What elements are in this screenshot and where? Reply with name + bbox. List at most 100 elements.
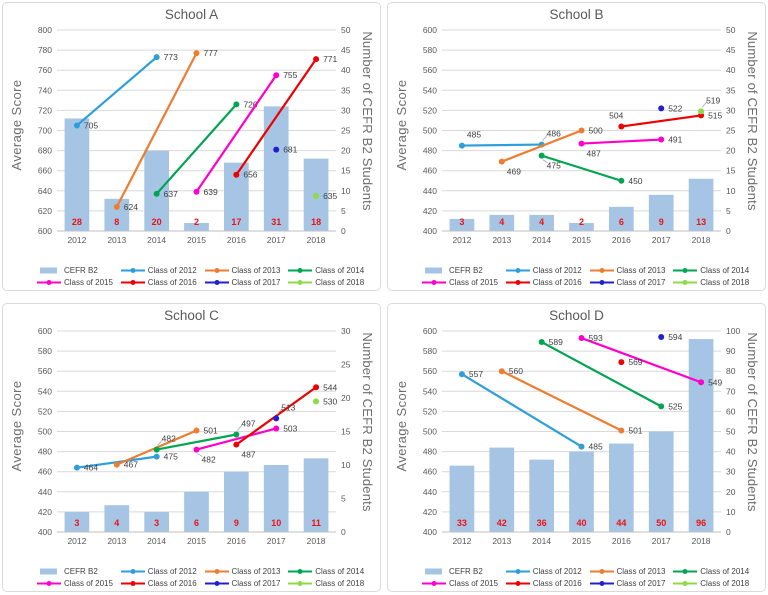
svg-text:5: 5 xyxy=(726,206,731,216)
svg-text:4: 4 xyxy=(539,217,544,227)
svg-text:400: 400 xyxy=(423,527,437,537)
svg-text:2012: 2012 xyxy=(67,235,86,245)
svg-text:726: 726 xyxy=(243,99,257,109)
svg-text:2016: 2016 xyxy=(612,235,631,245)
line-marker-icon xyxy=(505,581,530,586)
svg-text:45: 45 xyxy=(726,45,736,55)
svg-text:460: 460 xyxy=(38,467,52,477)
legend-label: Class of 2016 xyxy=(532,579,582,588)
line-marker-icon xyxy=(288,581,313,586)
svg-text:5: 5 xyxy=(341,494,346,504)
svg-text:2013: 2013 xyxy=(492,235,511,245)
svg-text:500: 500 xyxy=(38,427,52,437)
chart-plot-school-b: 4004204404604805005205405605806000510152… xyxy=(423,25,736,245)
legend-item-class-of-2012: Class of 2012 xyxy=(120,567,205,576)
legend-item-class-of-2018: Class of 2018 xyxy=(288,579,372,588)
legend-item-class-of-2016: Class of 2016 xyxy=(120,278,205,287)
legend-label: Class of 2015 xyxy=(449,579,498,588)
legend-item-class-of-2016: Class of 2016 xyxy=(505,278,590,287)
svg-text:45: 45 xyxy=(341,45,351,55)
legend-item-class-of-2014: Class of 2014 xyxy=(673,567,757,576)
legend-item-class-of-2015: Class of 2015 xyxy=(422,278,506,287)
legend-item-class-of-2014: Class of 2014 xyxy=(673,266,757,275)
svg-text:2017: 2017 xyxy=(652,235,671,245)
legend-label: Class of 2015 xyxy=(64,278,113,287)
svg-text:25: 25 xyxy=(341,126,351,136)
svg-text:600: 600 xyxy=(38,226,52,236)
svg-text:2017: 2017 xyxy=(267,235,286,245)
chart-plot-school-d: 400 420 440 460 480 500 520 540 560 580 600 0 10 20 30… xyxy=(423,326,741,546)
chart-panel-school-a: School A Average Score 600 620 640 660 680 70… xyxy=(2,2,381,291)
svg-text:70: 70 xyxy=(726,386,736,396)
svg-text:40: 40 xyxy=(726,447,736,457)
legend-item-cefr-b2: CEFR B2 xyxy=(37,266,121,275)
svg-text:680: 680 xyxy=(38,146,52,156)
svg-text:594: 594 xyxy=(668,332,682,342)
svg-text:100: 100 xyxy=(726,326,740,336)
svg-text:569: 569 xyxy=(628,357,642,367)
line-marker-icon xyxy=(204,569,229,574)
line-marker-icon xyxy=(288,280,313,285)
svg-text:96: 96 xyxy=(696,518,706,528)
svg-text:400: 400 xyxy=(38,527,52,537)
svg-text:40: 40 xyxy=(726,65,736,75)
svg-text:560: 560 xyxy=(509,366,523,376)
svg-text:2014: 2014 xyxy=(532,536,551,546)
svg-text:11: 11 xyxy=(311,518,321,528)
svg-text:18: 18 xyxy=(311,217,321,227)
svg-text:31: 31 xyxy=(271,217,281,227)
svg-text:2017: 2017 xyxy=(652,536,671,546)
svg-text:700: 700 xyxy=(38,126,52,136)
svg-text:540: 540 xyxy=(423,85,437,95)
svg-text:487: 487 xyxy=(241,450,255,460)
svg-text:90: 90 xyxy=(726,346,736,356)
svg-text:549: 549 xyxy=(708,377,722,387)
svg-text:500: 500 xyxy=(589,126,603,136)
legend-label: Class of 2012 xyxy=(532,266,582,275)
chart-plot-school-a: 600 620 640 660 680 700 720 740 760 780 800 0 5 10 15 2… xyxy=(38,25,351,245)
svg-text:2016: 2016 xyxy=(227,235,246,245)
line-marker-icon xyxy=(589,581,614,586)
legend-item-class-of-2015: Class of 2015 xyxy=(37,579,121,588)
svg-text:560: 560 xyxy=(423,366,437,376)
legend-item-cefr-b2: CEFR B2 xyxy=(422,266,506,275)
legend-label: CEFR B2 xyxy=(64,266,98,275)
svg-text:800: 800 xyxy=(38,25,52,35)
svg-text:520: 520 xyxy=(423,406,437,416)
svg-text:50: 50 xyxy=(726,427,736,437)
svg-text:30: 30 xyxy=(341,326,351,336)
svg-text:3: 3 xyxy=(459,217,464,227)
svg-text:2: 2 xyxy=(194,217,199,227)
svg-text:503: 503 xyxy=(283,423,297,433)
legend-label: Class of 2013 xyxy=(616,567,666,576)
legend-label: Class of 2018 xyxy=(315,579,365,588)
svg-text:9: 9 xyxy=(659,217,664,227)
svg-text:15: 15 xyxy=(341,427,351,437)
svg-text:580: 580 xyxy=(38,346,52,356)
svg-text:0: 0 xyxy=(341,226,346,236)
svg-text:624: 624 xyxy=(124,202,138,212)
line-marker-icon xyxy=(120,268,145,273)
legend-item-class-of-2015: Class of 2015 xyxy=(422,579,506,588)
right-axis-title: Number of CEFR B2 Students xyxy=(360,332,375,512)
svg-text:20: 20 xyxy=(726,146,736,156)
svg-text:6: 6 xyxy=(619,217,624,227)
svg-text:780: 780 xyxy=(38,45,52,55)
legend-item-class-of-2017: Class of 2017 xyxy=(204,579,289,588)
svg-text:639: 639 xyxy=(204,187,218,197)
svg-text:60: 60 xyxy=(726,406,736,416)
legend-label: Class of 2014 xyxy=(315,266,365,275)
svg-text:522: 522 xyxy=(668,103,682,113)
svg-text:500: 500 xyxy=(423,126,437,136)
svg-text:0: 0 xyxy=(341,527,346,537)
chart-title-school-d: School D xyxy=(549,308,604,323)
svg-text:755: 755 xyxy=(283,70,297,80)
svg-text:2: 2 xyxy=(579,217,584,227)
svg-text:560: 560 xyxy=(423,65,437,75)
svg-text:40: 40 xyxy=(341,65,351,75)
svg-text:635: 635 xyxy=(323,191,337,201)
legend-item-class-of-2016: Class of 2016 xyxy=(505,579,590,588)
svg-text:4: 4 xyxy=(499,217,504,227)
svg-text:80: 80 xyxy=(726,366,736,376)
